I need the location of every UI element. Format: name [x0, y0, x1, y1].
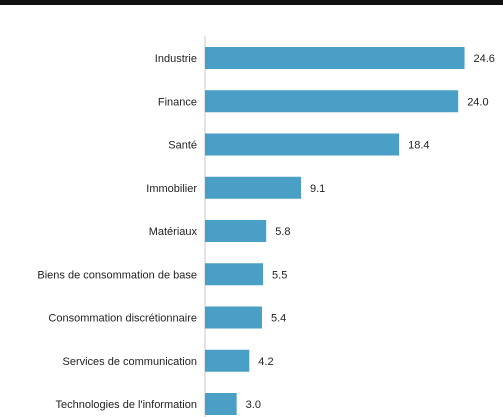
value-label: 3.0 [246, 399, 261, 411]
bar-0 [205, 47, 465, 69]
category-label: Santé [168, 140, 197, 152]
bar-5 [205, 263, 264, 286]
value-label: 5.8 [275, 226, 290, 238]
bar-6 [205, 306, 262, 329]
category-label: Technologies de l'information [55, 399, 197, 411]
category-label: Services de communication [62, 356, 197, 368]
category-label: Consommation discrétionnaire [48, 313, 197, 325]
value-label: 5.4 [271, 313, 286, 325]
bars-group [205, 47, 465, 415]
value-label: 18.4 [408, 140, 429, 152]
bar-7 [205, 349, 250, 372]
value-label: 5.5 [272, 269, 287, 281]
category-labels-group: Industrie Finance Santé Immobilier Matériaux… [37, 53, 197, 411]
bar-4 [205, 220, 267, 242]
value-label: 9.1 [310, 183, 325, 195]
value-label: 24.6 [474, 53, 495, 65]
value-label: 24.0 [467, 96, 488, 108]
value-labels-group: 24.6 24.0 18.4 9.1 5.8 5.5 5.4 4.2 3.0 [246, 53, 495, 411]
bar-1 [205, 90, 459, 113]
category-label: Matériaux [149, 226, 198, 238]
category-label: Finance [158, 96, 197, 108]
bar-8 [205, 393, 237, 415]
category-label: Biens de consommation de base [37, 269, 197, 281]
bar-2 [205, 133, 400, 156]
category-label: Immobilier [146, 183, 197, 195]
top-rule [0, 0, 503, 5]
bar-3 [205, 176, 302, 199]
value-label: 4.2 [258, 356, 273, 368]
category-label: Industrie [155, 53, 197, 65]
